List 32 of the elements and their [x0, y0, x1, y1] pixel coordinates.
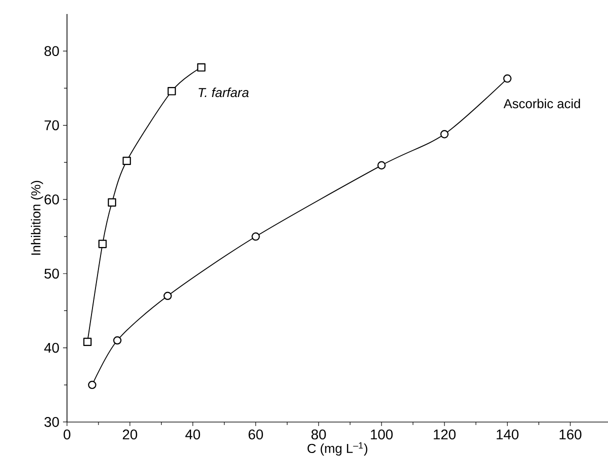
y-tick-label: 70 [44, 120, 59, 130]
y-tick-label: 80 [44, 46, 59, 56]
x-tick-label: 160 [560, 430, 582, 440]
x-tick-label: 40 [185, 430, 200, 440]
point [122, 156, 131, 166]
y-tick-label: 30 [44, 417, 59, 427]
x-axis-title: C (mg L$^{–1}$) [308, 442, 368, 456]
point [197, 63, 206, 72]
point [440, 130, 449, 138]
x-tick-label: 80 [311, 430, 326, 440]
x-tick-label: 60 [248, 430, 263, 440]
y-tick-label: 40 [44, 342, 59, 353]
point [168, 86, 176, 96]
x-tick-label: 20 [122, 430, 138, 440]
y-tick-label: 60 [44, 194, 59, 204]
point [108, 198, 116, 207]
x-tick-label: 140 [496, 430, 518, 440]
x-tick-label: 0 [64, 430, 70, 440]
series-label: Ascorbic acid [504, 98, 580, 108]
x-tick-label: 120 [434, 430, 456, 440]
point [83, 338, 92, 346]
y-axis-title: Inhibition (%) [30, 180, 44, 255]
point [98, 240, 107, 248]
series-label: T. farfara [198, 88, 249, 98]
point [252, 232, 260, 241]
y-tick-label: 50 [44, 268, 59, 279]
point [377, 161, 386, 170]
point [113, 336, 122, 345]
point [503, 74, 512, 83]
x-tick-label: 100 [370, 430, 393, 440]
point [88, 380, 96, 390]
point [164, 292, 172, 300]
